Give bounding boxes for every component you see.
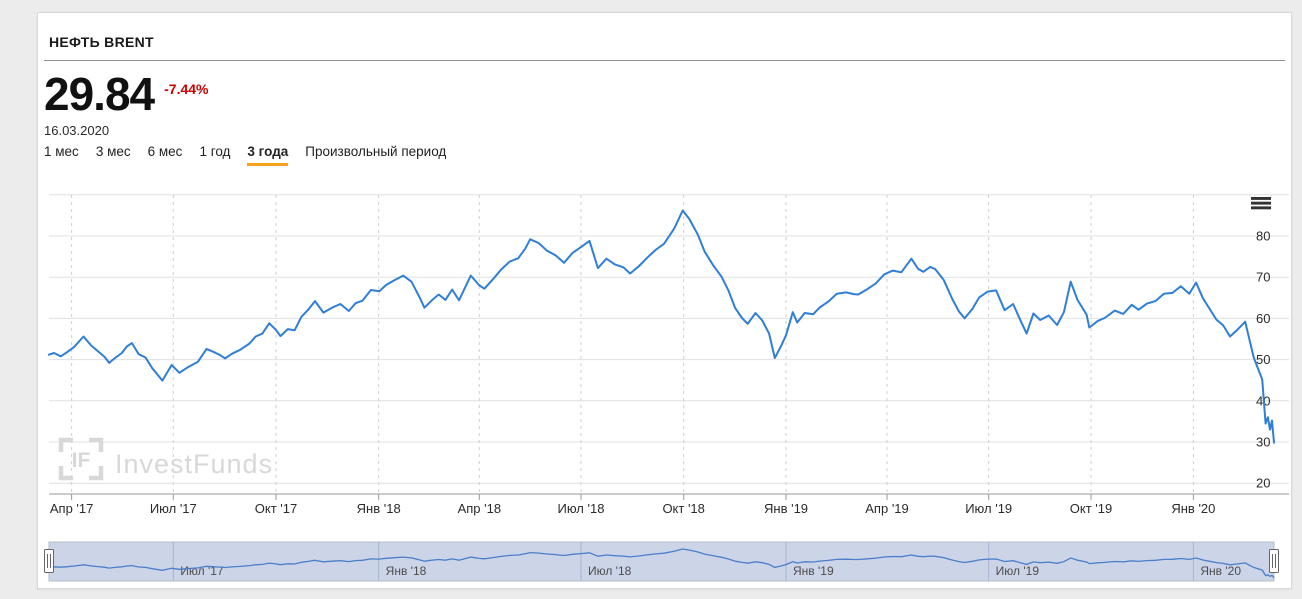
y-axis-label: 30 (1256, 435, 1270, 450)
y-axis-label: 50 (1256, 352, 1270, 367)
instrument-title: НЕФТЬ BRENT (49, 34, 154, 50)
x-axis-label: Июл '19 (965, 501, 1012, 516)
x-axis-label: Апр '18 (458, 501, 502, 516)
period-tab-3[interactable]: 6 мес (147, 144, 183, 159)
x-axis-label: Окт '18 (662, 501, 704, 516)
x-axis-label: Янв '18 (357, 501, 401, 516)
period-tab-5[interactable]: 3 года (247, 144, 289, 166)
price-line (47, 209, 1275, 444)
hamburger-menu-icon (1251, 197, 1271, 200)
period-tab-1[interactable]: 1 мес (44, 144, 79, 159)
y-axis-label: 20 (1256, 476, 1270, 491)
watermark-brand-text: InvestFunds (115, 449, 273, 479)
navigator-label: Июл '19 (996, 564, 1040, 578)
navigator-handle-right[interactable] (1269, 549, 1279, 573)
navigator-line (48, 548, 1275, 579)
y-axis-label: 60 (1256, 311, 1270, 326)
navigator-label: Июл '17 (180, 564, 224, 578)
watermark: IF InvestFunds (58, 437, 273, 481)
hamburger-menu-icon (1251, 206, 1271, 210)
watermark-logo-corner (58, 466, 73, 481)
period-tab-2[interactable]: 3 мес (95, 144, 131, 159)
navigator-mask[interactable] (48, 541, 1275, 582)
navigator-handle-grip[interactable] (1269, 549, 1279, 573)
navigator[interactable]: Июл '17 Янв '18 Июл '18 Янв '19 Июл '19 Янв '… (44, 541, 1279, 582)
y-axis-label: 80 (1256, 229, 1270, 244)
x-axis-label: Окт '17 (255, 501, 297, 516)
watermark-logo-corner (89, 437, 104, 452)
price-row: 29.84 -7.44% (44, 71, 208, 117)
chart-area: 20 30 40 50 60 70 80 Апр '17 Июл '17 Окт '17 Янв '… (38, 181, 1293, 591)
watermark-logo-text: IF (72, 449, 91, 472)
navigator-label: Июл '18 (588, 564, 632, 578)
quote-date: 16.03.2020 (44, 123, 110, 138)
x-axis-label: Июл '17 (150, 501, 197, 516)
x-axis-label: Апр '17 (50, 501, 94, 516)
watermark-logo-corner (58, 437, 73, 452)
title-divider (44, 60, 1285, 61)
last-price: 29.84 (44, 68, 155, 120)
x-axis-label: Апр '19 (865, 501, 909, 516)
navigator-handle-grip[interactable] (44, 549, 54, 573)
x-axis-label: Июл '18 (558, 501, 605, 516)
quote-card: НЕФТЬ BRENT 29.84 -7.44% 16.03.2020 1 ме… (37, 12, 1292, 589)
navigator-label: Янв '20 (1200, 564, 1241, 578)
x-axis-label: Янв '20 (1171, 501, 1215, 516)
watermark-logo-corner (89, 466, 104, 481)
navigator-label: Янв '19 (793, 564, 834, 578)
period-tab-6[interactable]: Произвольный период (305, 144, 447, 159)
navigator-handle-left[interactable] (44, 549, 54, 573)
period-tab-4[interactable]: 1 год (199, 144, 231, 159)
chart-context-menu-button[interactable] (1251, 197, 1271, 210)
period-tabs: 1 мес 3 мес 6 мес 1 год 3 года Произвольный п… (44, 144, 463, 166)
y-axis-label: 70 (1256, 270, 1270, 285)
change-percent: -7.44% (164, 81, 209, 97)
x-axis-label: Окт '19 (1070, 501, 1112, 516)
x-axis-label: Янв '19 (764, 501, 808, 516)
hamburger-menu-icon (1251, 201, 1271, 205)
navigator-label: Янв '18 (386, 564, 427, 578)
